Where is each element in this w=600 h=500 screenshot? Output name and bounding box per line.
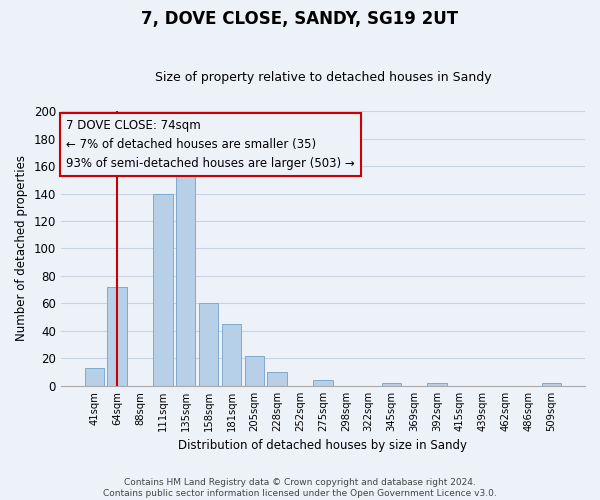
- Y-axis label: Number of detached properties: Number of detached properties: [15, 156, 28, 342]
- Bar: [153, 194, 173, 386]
- X-axis label: Distribution of detached houses by size in Sandy: Distribution of detached houses by size …: [178, 440, 467, 452]
- Bar: [542, 383, 561, 386]
- Bar: [85, 368, 104, 386]
- Bar: [176, 159, 196, 386]
- Bar: [199, 304, 218, 386]
- Bar: [107, 287, 127, 386]
- Bar: [222, 324, 241, 386]
- Title: Size of property relative to detached houses in Sandy: Size of property relative to detached ho…: [155, 70, 491, 84]
- Bar: [245, 356, 264, 386]
- Text: 7, DOVE CLOSE, SANDY, SG19 2UT: 7, DOVE CLOSE, SANDY, SG19 2UT: [142, 10, 458, 28]
- Bar: [427, 383, 447, 386]
- Text: Contains HM Land Registry data © Crown copyright and database right 2024.
Contai: Contains HM Land Registry data © Crown c…: [103, 478, 497, 498]
- Text: 7 DOVE CLOSE: 74sqm
← 7% of detached houses are smaller (35)
93% of semi-detache: 7 DOVE CLOSE: 74sqm ← 7% of detached hou…: [66, 120, 355, 170]
- Bar: [313, 380, 332, 386]
- Bar: [268, 372, 287, 386]
- Bar: [382, 383, 401, 386]
